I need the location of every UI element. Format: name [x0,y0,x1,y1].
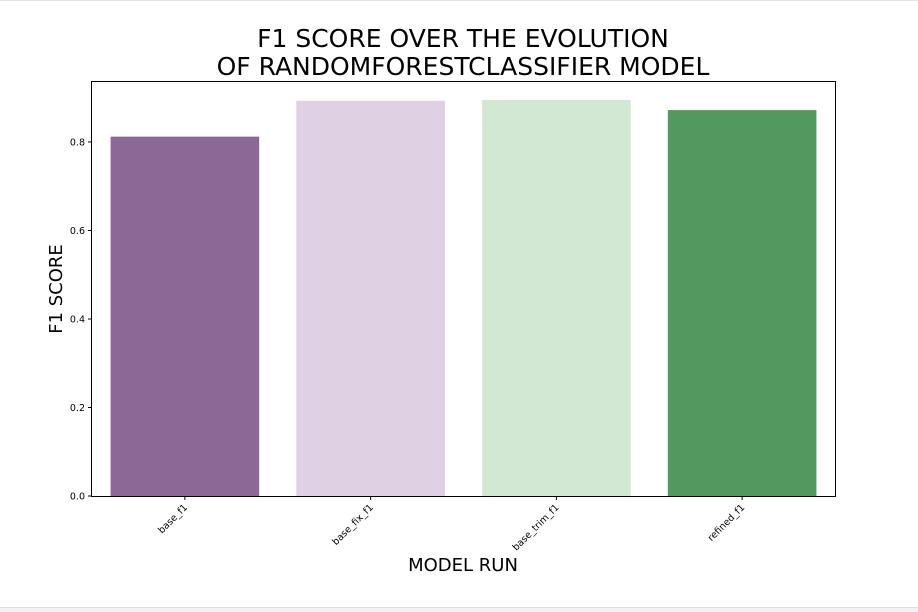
plot-frame [91,81,836,497]
bar-refined-f1 [667,110,817,496]
x-tick-label: base_trim_f1 [511,502,562,553]
y-tick-label: 0.2 [70,403,85,414]
y-tick-label: 0.6 [70,226,85,237]
bar-base-trim-f1 [482,99,631,496]
chart-title-line-2: OF RANDOMFORESTCLASSIFIER MODEL [217,52,710,81]
y-tick-label: 0.0 [70,492,85,503]
top-divider [0,0,918,1]
bar-base-f1 [110,136,260,497]
y-axis-label: F1 SCORE [46,244,67,334]
bars-layer [110,99,817,497]
bar-base-fix-f1 [296,100,445,497]
x-tick-label: refined_f1 [706,502,747,543]
x-axis: base_f1 base_fix_f1 base_trim_f1 refined_f1 [156,496,747,553]
x-tick-label: base_f1 [156,502,190,536]
x-tick-label: base_fix_f1 [330,502,375,547]
y-tick-label: 0.8 [70,137,85,148]
x-axis-label: MODEL RUN [408,555,518,576]
chart-title-line-1: F1 SCORE OVER THE EVOLUTION [257,24,669,53]
y-axis: 0.0 0.2 0.4 0.6 0.8 [70,137,92,503]
y-tick-label: 0.4 [70,314,85,325]
bottom-divider [0,607,918,612]
